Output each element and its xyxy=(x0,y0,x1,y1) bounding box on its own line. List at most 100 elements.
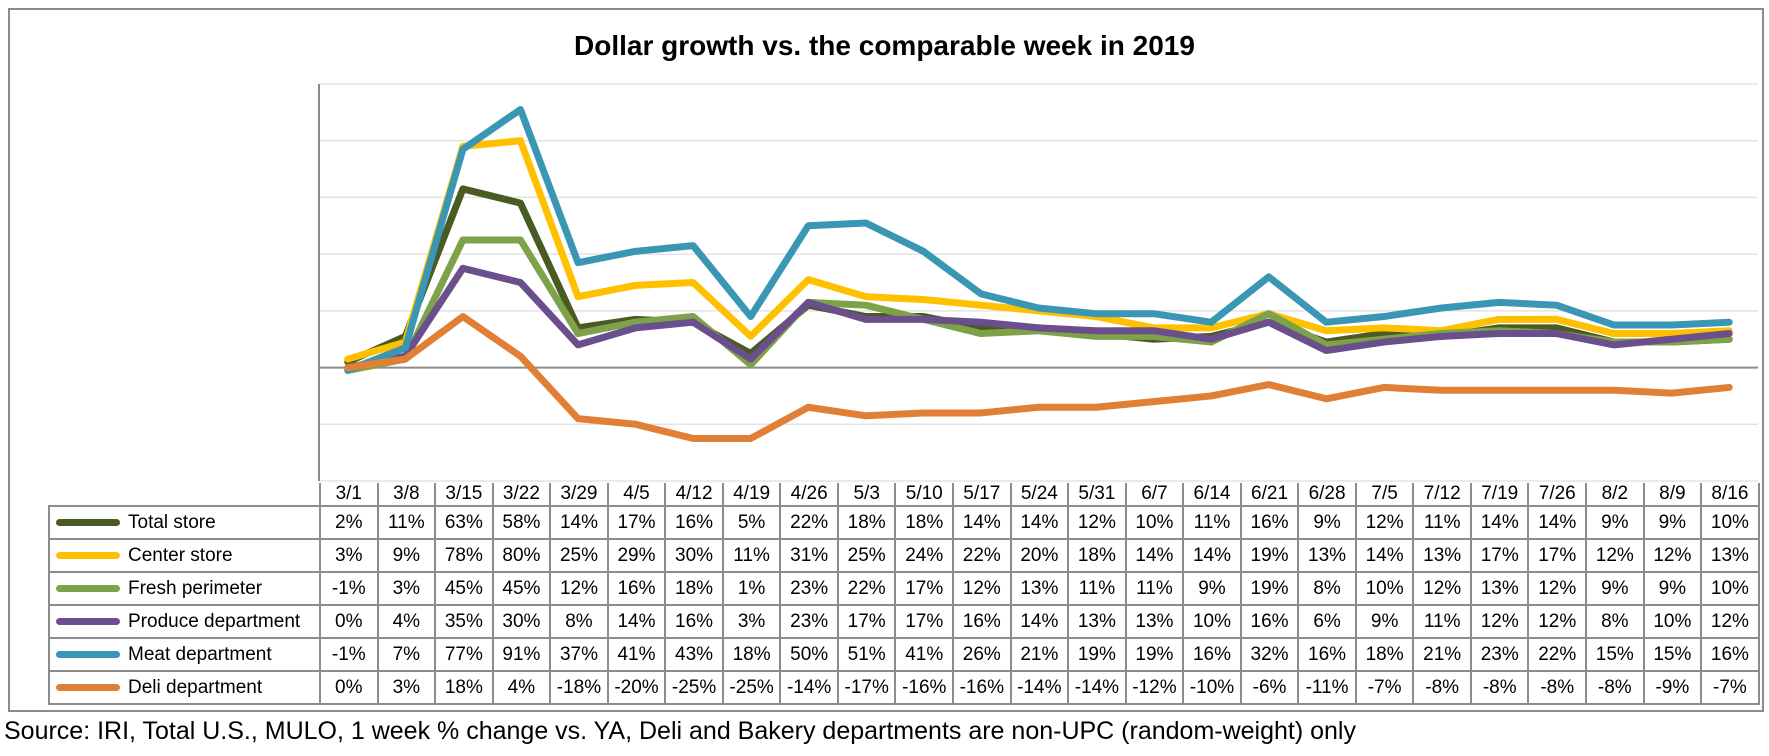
chart-frame xyxy=(8,8,1764,712)
data-cell: 50% xyxy=(779,637,839,672)
data-cell: 24% xyxy=(894,538,955,573)
data-cell: 19% xyxy=(1239,538,1300,573)
data-cell: -25% xyxy=(721,670,782,705)
data-cell: -7% xyxy=(1354,670,1415,705)
data-cell: 13% xyxy=(1124,604,1185,639)
x-tick-label: 5/24 xyxy=(1009,483,1070,507)
data-cell: 77% xyxy=(434,637,494,672)
data-cell: 11% xyxy=(376,505,437,540)
data-cell: 22% xyxy=(952,538,1012,573)
series-name: Meat department xyxy=(128,643,272,665)
data-cell: 1% xyxy=(721,571,782,606)
data-cell: 12% xyxy=(549,571,609,606)
data-cell: -7% xyxy=(1700,670,1760,705)
table-row: Meat department -1% 7% 77% 91% 37% 41% 43% 18% 50… xyxy=(48,637,1760,672)
data-cell: 9% xyxy=(1354,604,1415,639)
x-tick-label: 6/28 xyxy=(1297,483,1357,507)
data-cell: 16% xyxy=(1182,637,1242,672)
data-cell: 16% xyxy=(1239,505,1300,540)
data-cell: 17% xyxy=(1469,538,1530,573)
data-cell: -8% xyxy=(1585,670,1645,705)
x-tick-label: 5/17 xyxy=(952,483,1012,507)
data-cell: 14% xyxy=(1354,538,1415,573)
legend-entry: Total store xyxy=(48,505,321,540)
data-cell: 12% xyxy=(1527,571,1588,606)
data-cell: 30% xyxy=(491,604,552,639)
x-tick-label: 4/19 xyxy=(721,483,782,507)
data-cell: 18% xyxy=(1067,538,1127,573)
data-cell: 15% xyxy=(1642,637,1703,672)
data-cell: 51% xyxy=(836,637,897,672)
x-tick-label: 8/2 xyxy=(1585,483,1645,507)
data-cell: -14% xyxy=(1009,670,1070,705)
data-cell: -8% xyxy=(1412,670,1472,705)
legend-entry: Fresh perimeter xyxy=(48,571,321,606)
legend-swatch xyxy=(56,518,120,526)
data-cell: 19% xyxy=(1239,571,1300,606)
legend-swatch xyxy=(56,650,120,658)
data-cell: -1% xyxy=(319,637,379,672)
series-name: Fresh perimeter xyxy=(128,577,263,599)
data-cell: 14% xyxy=(549,505,609,540)
data-cell: 9% xyxy=(1297,505,1357,540)
data-cell: 18% xyxy=(836,505,897,540)
data-table: 3/1 3/8 3/15 3/22 3/29 4/5 4/12 4/19 4/26 5/3 5/10… xyxy=(48,483,1760,705)
data-cell: 91% xyxy=(491,637,552,672)
data-cell: 3% xyxy=(376,571,437,606)
data-cell: 12% xyxy=(952,571,1012,606)
data-cell: 12% xyxy=(1354,505,1415,540)
data-cell: 11% xyxy=(1412,604,1472,639)
data-cell: 19% xyxy=(1124,637,1185,672)
x-tick-label: 8/9 xyxy=(1642,483,1703,507)
data-cell: 9% xyxy=(1585,505,1645,540)
data-cell: 16% xyxy=(1297,637,1357,672)
data-cell: 16% xyxy=(952,604,1012,639)
data-cell: 14% xyxy=(1009,604,1070,639)
data-cell: 9% xyxy=(1642,571,1703,606)
data-cell: 43% xyxy=(664,637,724,672)
series-name: Deli department xyxy=(128,676,263,698)
data-cell: -9% xyxy=(1642,670,1703,705)
data-cell: 32% xyxy=(1239,637,1300,672)
data-cell: 13% xyxy=(1297,538,1357,573)
data-cell: 14% xyxy=(952,505,1012,540)
legend-entry: Deli department xyxy=(48,670,321,705)
data-cell: 12% xyxy=(1412,571,1472,606)
data-cell: 14% xyxy=(606,604,667,639)
data-cell: 19% xyxy=(1067,637,1127,672)
data-cell: 17% xyxy=(1527,538,1588,573)
series-line-5 xyxy=(344,313,1733,442)
data-cell: 5% xyxy=(721,505,782,540)
data-cell: 18% xyxy=(1354,637,1415,672)
table-row: Deli department 0% 3% 18% 4% -18% -20% -25% -25%… xyxy=(48,670,1760,705)
data-cell: 58% xyxy=(491,505,552,540)
table-row: Fresh perimeter -1% 3% 45% 45% 12% 16% 18% 1% 23%… xyxy=(48,571,1760,606)
data-cell: 14% xyxy=(1469,505,1530,540)
data-cell: 16% xyxy=(1700,637,1760,672)
data-cell: -16% xyxy=(952,670,1012,705)
data-cell: 4% xyxy=(376,604,437,639)
data-cell: 13% xyxy=(1700,538,1760,573)
data-cell: 0% xyxy=(319,604,379,639)
data-cell: 18% xyxy=(894,505,955,540)
series-lines xyxy=(344,106,1733,442)
data-cell: -14% xyxy=(1067,670,1127,705)
data-cell: 11% xyxy=(1412,505,1472,540)
x-tick-label: 6/7 xyxy=(1124,483,1185,507)
data-cell: 8% xyxy=(549,604,609,639)
data-cell: 15% xyxy=(1585,637,1645,672)
data-cell: 7% xyxy=(376,637,437,672)
data-cell: -1% xyxy=(319,571,379,606)
data-cell: 22% xyxy=(779,505,839,540)
data-cell: 13% xyxy=(1412,538,1472,573)
data-cell: 13% xyxy=(1469,571,1530,606)
data-cell: 30% xyxy=(664,538,724,573)
data-cell: 20% xyxy=(1009,538,1070,573)
x-tick-label: 5/31 xyxy=(1067,483,1127,507)
data-cell: 12% xyxy=(1067,505,1127,540)
data-cell: 16% xyxy=(664,505,724,540)
data-cell: 2% xyxy=(319,505,379,540)
legend-swatch xyxy=(56,584,120,592)
data-cell: 3% xyxy=(319,538,379,573)
data-cell: 8% xyxy=(1585,604,1645,639)
